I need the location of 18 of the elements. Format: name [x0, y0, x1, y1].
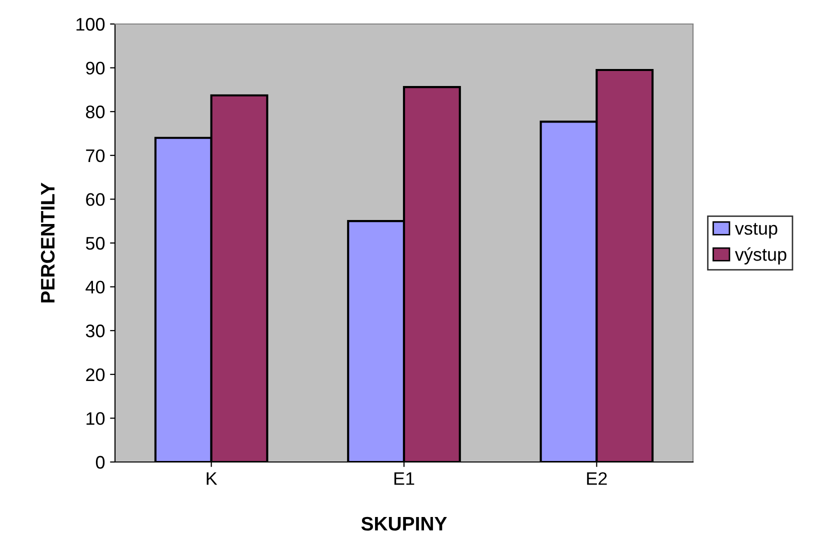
- y-tick-label: 20: [86, 368, 105, 382]
- x-tick-label: K: [206, 472, 218, 485]
- legend-label: vstup: [734, 222, 778, 238]
- y-tick-label: 100: [76, 18, 105, 31]
- y-tick-label: 80: [86, 106, 105, 118]
- y-tick-label: 60: [86, 193, 105, 206]
- y-tick-label: 90: [86, 62, 105, 75]
- x-tick-label: E1: [394, 472, 414, 485]
- y-tick-label: 10: [86, 412, 105, 425]
- x-tick-label: E2: [587, 472, 607, 485]
- x-axis-title: SKUPINY: [361, 516, 447, 531]
- y-axis-title: PERCENTILY: [40, 182, 55, 302]
- y-tick-label: 30: [86, 324, 105, 338]
- y-tick-label: 0: [96, 456, 105, 469]
- legend-label: výstup: [734, 247, 786, 264]
- y-tick-label: 40: [86, 280, 105, 294]
- y-tick-label: 70: [86, 149, 105, 162]
- y-tick-label: 50: [86, 236, 105, 250]
